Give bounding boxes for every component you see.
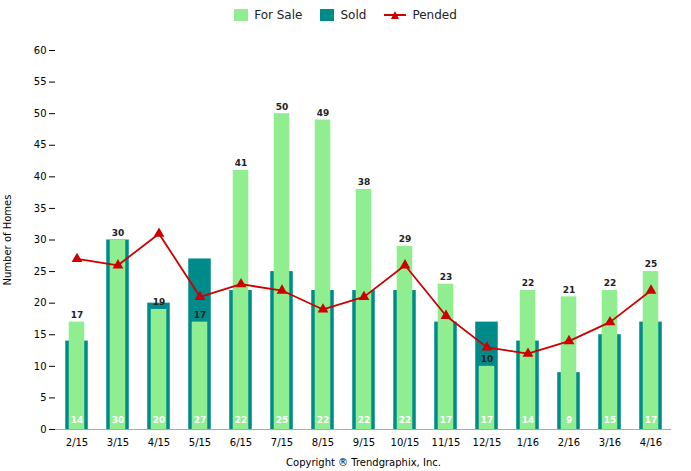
- svg-text:22: 22: [604, 278, 617, 288]
- svg-text:4/15: 4/15: [148, 437, 170, 448]
- svg-text:25: 25: [276, 415, 289, 425]
- svg-text:35: 35: [34, 203, 47, 214]
- svg-text:22: 22: [235, 415, 248, 425]
- html-text:For Sale: For Sale: [254, 8, 303, 22]
- svg-text:7/15: 7/15: [271, 437, 293, 448]
- svg-text:2/16: 2/16: [558, 437, 580, 448]
- svg-text:40: 40: [34, 171, 47, 182]
- svg-text:45: 45: [34, 139, 47, 150]
- svg-text:10/15: 10/15: [391, 437, 420, 448]
- svg-text:25: 25: [645, 259, 658, 269]
- svg-text:15: 15: [34, 329, 47, 340]
- svg-text:14: 14: [522, 415, 535, 425]
- svg-text:0: 0: [40, 424, 46, 435]
- svg-text:2/15: 2/15: [66, 437, 88, 448]
- html-text:Pended: Pended: [412, 8, 457, 22]
- svg-text:20: 20: [34, 297, 47, 308]
- svg-text:5: 5: [40, 392, 46, 403]
- svg-text:10: 10: [34, 361, 47, 372]
- svg-text:17: 17: [71, 310, 84, 320]
- svg-text:15: 15: [604, 415, 617, 425]
- svg-text:1/16: 1/16: [517, 437, 539, 448]
- svg-text:17: 17: [194, 310, 207, 320]
- svg-text:60: 60: [34, 45, 47, 56]
- svg-text:55: 55: [34, 76, 47, 87]
- svg-text:Copyright ® Trendgraphix, Inc.: Copyright ® Trendgraphix, Inc.: [286, 457, 441, 468]
- svg-text:22: 22: [399, 415, 412, 425]
- svg-text:49: 49: [317, 108, 330, 118]
- svg-text:Number of Homes: Number of Homes: [2, 195, 13, 286]
- svg-text:12/15: 12/15: [473, 437, 502, 448]
- svg-text:22: 22: [358, 415, 371, 425]
- svg-text:30: 30: [34, 234, 47, 245]
- svg-text:8/15: 8/15: [312, 437, 334, 448]
- svg-text:19: 19: [153, 297, 166, 307]
- svg-text:30: 30: [112, 228, 125, 238]
- svg-text:20: 20: [153, 415, 166, 425]
- svg-text:21: 21: [563, 285, 576, 295]
- svg-text:4/16: 4/16: [640, 437, 662, 448]
- svg-text:17: 17: [440, 415, 453, 425]
- svg-text:11/15: 11/15: [432, 437, 461, 448]
- svg-text:41: 41: [235, 158, 248, 168]
- svg-text:38: 38: [358, 177, 371, 187]
- svg-text:17: 17: [645, 415, 658, 425]
- svg-text:50: 50: [276, 102, 289, 112]
- svg-text:9/15: 9/15: [353, 437, 375, 448]
- svg-text:23: 23: [440, 272, 453, 282]
- svg-text:50: 50: [34, 108, 47, 119]
- html-text:Sold: Sold: [340, 8, 367, 22]
- svg-text:29: 29: [399, 234, 412, 244]
- svg-text:9: 9: [566, 415, 572, 425]
- svg-text:22: 22: [522, 278, 535, 288]
- svg-text:14: 14: [71, 415, 84, 425]
- svg-text:10: 10: [481, 354, 494, 364]
- svg-text:6/15: 6/15: [230, 437, 252, 448]
- svg-text:22: 22: [317, 415, 330, 425]
- svg-text:27: 27: [194, 415, 207, 425]
- svg-text:25: 25: [34, 266, 47, 277]
- svg-text:3/16: 3/16: [599, 437, 621, 448]
- svg-text:3/15: 3/15: [107, 437, 129, 448]
- svg-text:17: 17: [481, 415, 494, 425]
- svg-text:5/15: 5/15: [189, 437, 211, 448]
- svg-text:30: 30: [112, 415, 125, 425]
